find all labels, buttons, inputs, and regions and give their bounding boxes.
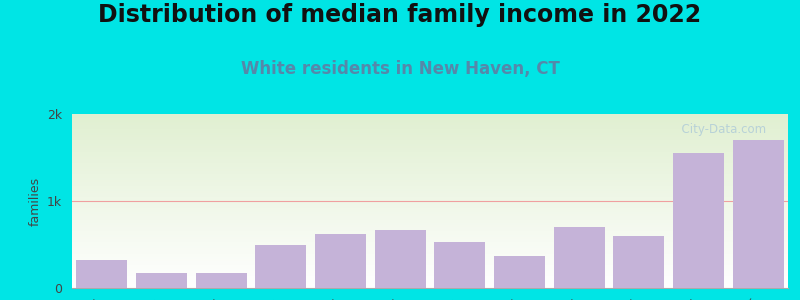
Bar [733, 140, 783, 288]
Bar [434, 242, 485, 288]
Y-axis label: families: families [29, 176, 42, 226]
Bar [614, 236, 664, 288]
Text: White residents in New Haven, CT: White residents in New Haven, CT [241, 60, 559, 78]
Bar [255, 245, 306, 288]
Text: Distribution of median family income in 2022: Distribution of median family income in … [98, 3, 702, 27]
Bar [196, 273, 246, 288]
Bar [554, 227, 605, 288]
Bar [494, 256, 545, 288]
Bar [375, 230, 426, 288]
Bar [77, 260, 127, 288]
Text: City-Data.com: City-Data.com [674, 123, 766, 136]
Bar [315, 234, 366, 288]
Bar [136, 273, 187, 288]
Bar [673, 153, 724, 288]
